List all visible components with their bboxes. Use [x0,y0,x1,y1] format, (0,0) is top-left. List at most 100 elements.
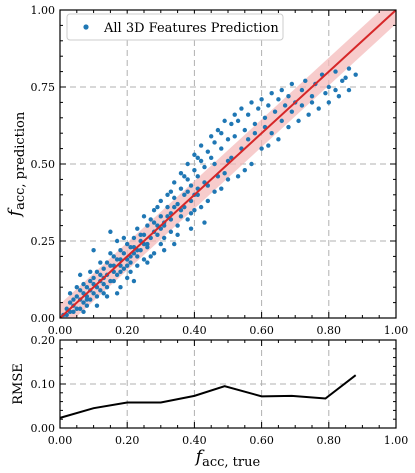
scatter-point [94,303,100,308]
scatter-point [172,204,177,210]
top-y-tick-label: 0.50 [31,158,56,171]
scatter-point [125,263,130,268]
scatter-point [225,137,231,142]
scatter-point [309,100,315,105]
scatter-point [185,161,190,167]
scatter-point [202,164,207,170]
scatter-point [155,232,160,238]
scatter-point [192,167,197,173]
legend-label: All 3D Features Prediction [103,21,279,36]
scatter-point [88,278,93,284]
scatter-point [266,143,271,148]
scatter-point [182,192,187,197]
scatter-point [326,84,331,90]
scatter-point [118,269,123,274]
scatter-point [175,201,180,207]
scatter-point [101,291,106,296]
scatter-point [245,137,251,142]
scatter-point [165,192,170,197]
legend-marker [83,24,89,30]
scatter-point [151,251,157,256]
scatter-point [121,266,127,271]
scatter-point [71,309,76,315]
scatter-point [101,266,106,271]
scatter-point [202,220,207,225]
scatter-point [114,291,120,296]
top-x-tick-label: 0.20 [115,324,140,337]
scatter-point [172,195,177,201]
scatter-point [71,297,76,302]
identity-line [60,10,396,318]
scatter-point [98,260,103,265]
top-x-tick-label: 1.00 [384,324,409,337]
scatter-point [104,294,110,299]
scatter-point [114,272,120,278]
scatter-point [242,167,247,173]
scatter-point [145,241,150,247]
scatter-point [182,174,187,179]
scatter-point [219,186,224,191]
scatter-point [279,118,284,124]
scatter-point [188,211,194,216]
scatter-point [121,235,127,241]
scatter-point [121,251,127,256]
scatter-point [323,90,328,96]
scatter-point [276,97,281,102]
scatter-point [91,291,96,296]
bottom-y-tick-label: 0.00 [31,422,56,435]
scatter-point [118,248,123,253]
bottom-x-tick-label: 0.60 [249,434,274,447]
y-axis-label-main: f [5,207,25,218]
scatter-point [88,269,93,274]
scatter-point [91,275,96,281]
scatter-point [212,189,217,194]
scatter-point [168,189,174,194]
bottom-y-tick-label: 0.20 [31,334,56,347]
top-x-tick-label: 0.40 [182,324,207,337]
scatter-point [309,94,315,99]
scatter-point [145,260,150,265]
scatter-point [198,158,204,164]
scatter-point [128,260,133,265]
scatter-point [289,81,295,87]
bottom-y-tick-label: 0.10 [31,378,56,391]
scatter-point [178,171,184,176]
scatter-point [276,137,281,142]
scatter-point [346,87,352,93]
scatter-point [155,204,160,210]
scatter-point [141,257,147,262]
scatter-point [229,121,234,127]
scatter-point [178,186,184,191]
scatter-point [185,177,190,182]
scatter-point [188,226,194,231]
scatter-point [205,149,211,154]
rmse-line [59,374,357,419]
scatter-point [77,288,83,293]
scatter-point [67,291,73,296]
scatter-point [209,155,214,161]
scatter-point [145,244,150,250]
scatter-point [111,278,116,284]
top-x-tick-label: 0.00 [48,324,73,337]
scatter-point [108,229,113,234]
scatter-point [212,140,217,145]
scatter-point [145,223,150,228]
scatter-point [235,174,241,179]
scatter-point [114,257,120,262]
scatter-point [128,269,133,274]
scatter-point [299,103,305,108]
scatter-point [77,272,83,278]
scatter-point [306,112,311,117]
scatter-point [158,198,163,204]
scatter-point [151,220,157,225]
scatter-point [161,235,167,241]
scatter-point [77,306,83,311]
scatter-point [266,103,271,108]
scatter-point [269,90,274,96]
scatter-point [225,177,231,182]
scatter-point [138,232,143,238]
scatter-point [198,143,204,148]
scatter-plot: 0.00 0.20 0.40 0.60 0.80 1.00 0.00 0.25 0.50 0.75… [5,4,409,337]
scatter-point [84,297,90,302]
x-axis-label: facc, true [194,447,261,470]
